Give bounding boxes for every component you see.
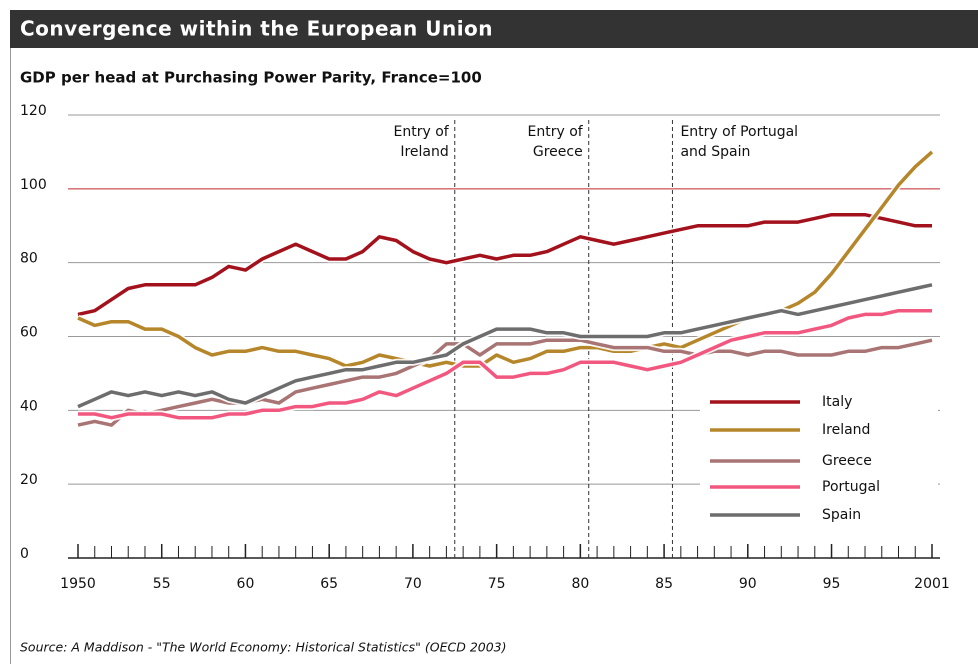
chart-subtitle: GDP per head at Purchasing Power Parity,…: [20, 69, 482, 87]
legend-label: Spain: [822, 507, 861, 523]
x-tick-label: 60: [237, 576, 255, 592]
line: [78, 308, 932, 420]
legend-box: [700, 385, 938, 533]
y-tick-label: 80: [20, 251, 38, 267]
x-tick-label: 70: [404, 576, 422, 592]
line: [77, 283, 933, 409]
annotation-text: Entry of Portugal: [680, 124, 798, 140]
title-bar: [10, 10, 978, 48]
y-tick-label: 120: [20, 103, 47, 119]
y-tick-label: 0: [20, 546, 29, 562]
y-tick-label: 40: [20, 398, 38, 414]
line: [77, 150, 934, 368]
legend-label: Ireland: [822, 422, 870, 438]
x-tick-label: 80: [571, 576, 589, 592]
line: [77, 338, 933, 427]
y-tick-label: 60: [20, 325, 38, 341]
legend-label: Greece: [822, 453, 872, 469]
x-tick-label: 85: [655, 576, 673, 592]
annotation-text: and Spain: [680, 144, 750, 160]
y-tick-label: 100: [20, 177, 47, 193]
x-tick-label: 65: [320, 576, 338, 592]
x-tick-label: 90: [739, 576, 757, 592]
y-tick-label: 20: [20, 472, 38, 488]
line: [77, 212, 932, 317]
x-tick-label: 95: [823, 576, 841, 592]
annotation-text: Entry of: [528, 124, 584, 140]
annotation-text: Greece: [533, 144, 583, 160]
annotation-text: Entry of: [394, 124, 450, 140]
x-tick-label: 55: [153, 576, 171, 592]
annotation-text: Ireland: [400, 144, 448, 160]
chart-title: Convergence within the European Union: [20, 17, 493, 41]
legend-label: Portugal: [822, 479, 880, 495]
x-tick-label: 75: [488, 576, 506, 592]
x-tick-label: 1950: [60, 576, 96, 592]
x-tick-label: 2001: [914, 576, 950, 592]
source: Source: A Maddison - "The World Economy:…: [20, 640, 507, 655]
legend-label: Italy: [822, 394, 852, 410]
